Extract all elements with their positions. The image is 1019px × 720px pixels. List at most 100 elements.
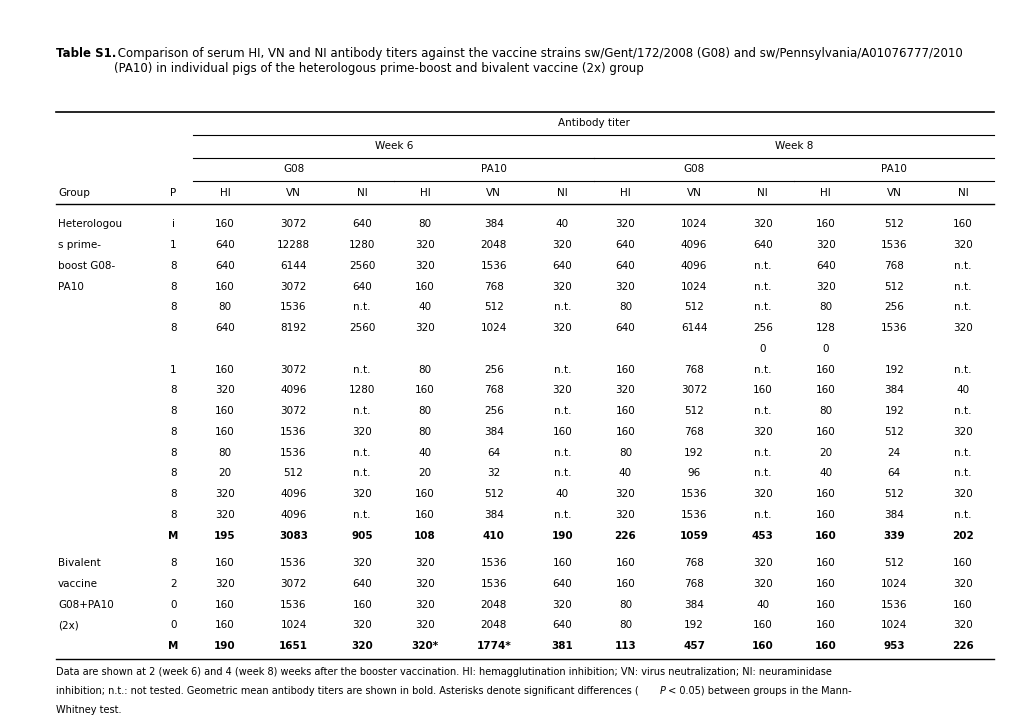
Text: 453: 453 bbox=[751, 531, 773, 541]
Text: 384: 384 bbox=[483, 220, 503, 230]
Text: n.t.: n.t. bbox=[553, 510, 571, 520]
Text: 4096: 4096 bbox=[280, 385, 307, 395]
Text: 320: 320 bbox=[215, 579, 234, 589]
Text: 160: 160 bbox=[215, 282, 234, 292]
Text: HI: HI bbox=[420, 189, 430, 199]
Text: Antibody titer: Antibody titer bbox=[557, 118, 630, 128]
Text: 1024: 1024 bbox=[480, 323, 506, 333]
Text: 1536: 1536 bbox=[680, 510, 706, 520]
Text: n.t.: n.t. bbox=[753, 406, 770, 416]
Text: 226: 226 bbox=[614, 531, 636, 541]
Text: 3072: 3072 bbox=[280, 364, 307, 374]
Text: Data are shown at 2 (week 6) and 4 (week 8) weeks after the booster vaccination.: Data are shown at 2 (week 6) and 4 (week… bbox=[56, 667, 832, 678]
Text: boost G08-: boost G08- bbox=[58, 261, 115, 271]
Text: Week 8: Week 8 bbox=[774, 141, 812, 151]
Text: 512: 512 bbox=[684, 406, 703, 416]
Text: 1536: 1536 bbox=[680, 489, 706, 499]
Text: 320: 320 bbox=[952, 323, 972, 333]
Text: n.t.: n.t. bbox=[753, 261, 770, 271]
Text: n.t.: n.t. bbox=[954, 448, 971, 458]
Text: NI: NI bbox=[357, 189, 367, 199]
Text: 40: 40 bbox=[418, 302, 431, 312]
Text: 160: 160 bbox=[814, 531, 836, 541]
Text: 1536: 1536 bbox=[280, 448, 307, 458]
Text: 2: 2 bbox=[170, 579, 176, 589]
Text: < 0.05) between groups in the Mann-: < 0.05) between groups in the Mann- bbox=[664, 686, 851, 696]
Text: 80: 80 bbox=[619, 600, 632, 610]
Text: n.t.: n.t. bbox=[354, 448, 371, 458]
Text: n.t.: n.t. bbox=[553, 448, 571, 458]
Text: 512: 512 bbox=[883, 282, 904, 292]
Text: HI: HI bbox=[219, 189, 230, 199]
Text: 2560: 2560 bbox=[348, 323, 375, 333]
Text: 6144: 6144 bbox=[280, 261, 307, 271]
Text: 640: 640 bbox=[614, 261, 635, 271]
Text: 320: 320 bbox=[415, 261, 435, 271]
Text: n.t.: n.t. bbox=[954, 364, 971, 374]
Text: 160: 160 bbox=[814, 641, 836, 651]
Text: 160: 160 bbox=[415, 385, 435, 395]
Text: 1536: 1536 bbox=[880, 600, 907, 610]
Text: Table S1.: Table S1. bbox=[56, 47, 116, 60]
Text: 192: 192 bbox=[883, 406, 904, 416]
Text: 320: 320 bbox=[614, 510, 635, 520]
Text: n.t.: n.t. bbox=[954, 282, 971, 292]
Text: 192: 192 bbox=[684, 448, 703, 458]
Text: 640: 640 bbox=[815, 261, 835, 271]
Text: n.t.: n.t. bbox=[354, 510, 371, 520]
Text: 160: 160 bbox=[215, 558, 234, 568]
Text: 640: 640 bbox=[215, 240, 234, 251]
Text: VN: VN bbox=[887, 189, 901, 199]
Text: 160: 160 bbox=[614, 427, 635, 437]
Text: 160: 160 bbox=[752, 621, 771, 631]
Text: 192: 192 bbox=[684, 621, 703, 631]
Text: 512: 512 bbox=[883, 220, 904, 230]
Text: 512: 512 bbox=[283, 468, 304, 478]
Text: 640: 640 bbox=[552, 261, 572, 271]
Text: 160: 160 bbox=[614, 579, 635, 589]
Text: 3072: 3072 bbox=[681, 385, 706, 395]
Text: n.t.: n.t. bbox=[954, 406, 971, 416]
Text: VN: VN bbox=[686, 189, 701, 199]
Text: 8: 8 bbox=[170, 261, 176, 271]
Text: PA10: PA10 bbox=[480, 164, 506, 174]
Text: 953: 953 bbox=[882, 641, 904, 651]
Text: n.t.: n.t. bbox=[753, 510, 770, 520]
Text: 320: 320 bbox=[352, 558, 372, 568]
Text: 8: 8 bbox=[170, 323, 176, 333]
Text: NI: NI bbox=[757, 189, 767, 199]
Text: 320*: 320* bbox=[412, 641, 438, 651]
Text: 339: 339 bbox=[882, 531, 904, 541]
Text: G08: G08 bbox=[282, 164, 304, 174]
Text: 160: 160 bbox=[815, 220, 835, 230]
Text: 8: 8 bbox=[170, 427, 176, 437]
Text: 40: 40 bbox=[818, 468, 832, 478]
Text: 2560: 2560 bbox=[348, 261, 375, 271]
Text: 80: 80 bbox=[418, 427, 431, 437]
Text: 640: 640 bbox=[614, 240, 635, 251]
Text: 320: 320 bbox=[352, 621, 372, 631]
Text: Heterologou: Heterologou bbox=[58, 220, 122, 230]
Text: 160: 160 bbox=[215, 427, 234, 437]
Text: 80: 80 bbox=[418, 364, 431, 374]
Text: 1774*: 1774* bbox=[476, 641, 511, 651]
Text: 8: 8 bbox=[170, 385, 176, 395]
Text: 1536: 1536 bbox=[280, 302, 307, 312]
Text: 320: 320 bbox=[415, 323, 435, 333]
Text: n.t.: n.t. bbox=[553, 302, 571, 312]
Text: 320: 320 bbox=[752, 489, 771, 499]
Text: 8: 8 bbox=[170, 282, 176, 292]
Text: 0: 0 bbox=[170, 621, 176, 631]
Text: n.t.: n.t. bbox=[354, 364, 371, 374]
Text: 4096: 4096 bbox=[280, 510, 307, 520]
Text: n.t.: n.t. bbox=[753, 302, 770, 312]
Text: 96: 96 bbox=[687, 468, 700, 478]
Text: n.t.: n.t. bbox=[553, 468, 571, 478]
Text: 640: 640 bbox=[352, 220, 372, 230]
Text: 8: 8 bbox=[170, 448, 176, 458]
Text: 160: 160 bbox=[952, 558, 972, 568]
Text: 2048: 2048 bbox=[480, 600, 506, 610]
Text: Group: Group bbox=[58, 189, 90, 199]
Text: 320: 320 bbox=[215, 385, 234, 395]
Text: 160: 160 bbox=[815, 385, 835, 395]
